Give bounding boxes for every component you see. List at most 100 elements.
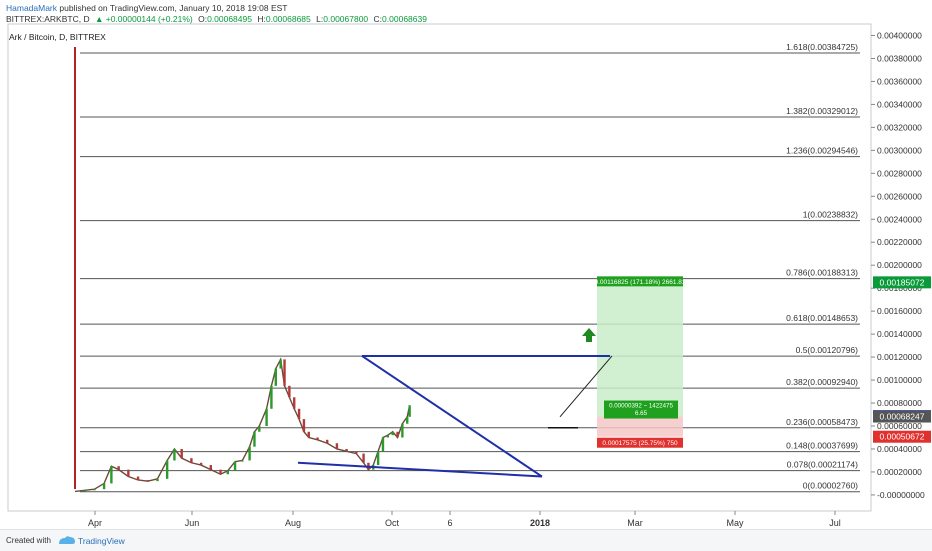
y-tick-label: 0.00200000 — [877, 260, 922, 270]
price-candle — [279, 359, 282, 369]
high-value: 0.00068685 — [265, 14, 311, 24]
price-candle — [219, 469, 222, 475]
change-label: ▲ +0.00000144 (+0.21%) — [94, 14, 193, 24]
y-tick-label: 0.00140000 — [877, 329, 922, 339]
x-tick-label: Mar — [627, 518, 643, 528]
close-label: C: — [373, 14, 383, 24]
target-label-box — [597, 276, 683, 287]
low-value: 0.00067800 — [323, 14, 369, 24]
price-marker-label: 0.00068247 — [880, 412, 925, 422]
y-tick-label: 0.00020000 — [877, 467, 922, 477]
y-tick-label: 0.00080000 — [877, 398, 922, 408]
fib-level-label: 1.382(0.00329012) — [786, 106, 858, 116]
author-link[interactable]: HamadaMark — [6, 3, 58, 13]
entry-label-1: 0.00000392 − 1422475 — [609, 403, 673, 410]
x-tick-label: Apr — [88, 518, 102, 528]
price-candle — [270, 385, 273, 409]
fib-level-label: 1(0.00238832) — [803, 210, 858, 220]
tradingview-logo-icon — [59, 536, 75, 544]
tradingview-brand[interactable]: TradingView — [78, 536, 125, 546]
price-candle — [326, 439, 329, 444]
fib-level-label: 0.236(0.00058473) — [786, 417, 858, 427]
price-candle — [293, 397, 296, 409]
y-tick-label: 0.00240000 — [877, 214, 922, 224]
price-candle — [127, 469, 130, 477]
price-candle — [307, 431, 310, 438]
price-candle — [345, 448, 348, 452]
y-tick-label: 0.00340000 — [877, 99, 922, 109]
price-candle — [391, 431, 394, 436]
price-candle — [316, 437, 319, 440]
footer: Created with TradingView — [0, 529, 932, 551]
y-tick-label: 0.00040000 — [877, 444, 922, 454]
price-candle — [102, 483, 106, 490]
price-candle — [408, 405, 411, 417]
price-candle — [93, 489, 96, 491]
profit-zone — [597, 282, 683, 417]
x-tick-label: Jun — [185, 518, 200, 528]
loss-zone — [597, 416, 683, 437]
price-marker-box — [873, 276, 931, 289]
price-candle — [362, 453, 365, 463]
triangle-diagonal-line — [361, 355, 543, 478]
fib-level-label: 0.148(0.00037699) — [786, 441, 858, 451]
y-tick-label: 0.00300000 — [877, 145, 922, 155]
fib-level-label: 0.618(0.00148653) — [786, 313, 858, 323]
symbol-label: BITTREX:ARKBTC, D — [6, 14, 90, 24]
price-candle — [173, 448, 176, 461]
price-candle — [226, 470, 229, 475]
open-label: O: — [198, 14, 208, 24]
low-label: L: — [316, 14, 324, 24]
price-candle — [283, 359, 286, 386]
y-tick-label: -0.00000000 — [877, 490, 925, 500]
stop-label: 0.00017575 (25.75%) 750 — [602, 440, 678, 447]
y-tick-label: 0.00380000 — [877, 53, 922, 63]
price-candle — [288, 385, 291, 398]
price-candle — [165, 460, 169, 479]
projection-line — [559, 355, 613, 418]
price-series-line — [74, 357, 411, 493]
price-candle — [233, 461, 237, 471]
price-marker-label: 0.00185072 — [880, 277, 925, 287]
plot-frame — [7, 23, 872, 512]
y-tick-label: 0.00100000 — [877, 375, 922, 385]
fib-level-label: 0.078(0.00021174) — [787, 460, 858, 470]
close-value: 0.00068639 — [382, 14, 427, 24]
stop-label-box — [597, 437, 683, 448]
price-candle — [156, 478, 159, 482]
fib-level-label: 1.618(0.00384725) — [786, 42, 858, 52]
high-label: H: — [257, 14, 266, 24]
price-candle — [241, 460, 244, 462]
price-candle — [396, 431, 399, 438]
y-tick-label: 0.00360000 — [877, 76, 922, 86]
price-candle — [335, 443, 339, 449]
y-tick-label: 0.00160000 — [877, 306, 922, 316]
price-candle — [146, 479, 149, 482]
price-candle — [199, 462, 203, 466]
ohlc-bar: BITTREX:ARKBTC, D ▲ +0.00000144 (+0.21%)… — [6, 14, 430, 24]
y-tick-label: 0.00060000 — [877, 421, 922, 431]
fib-level-label: 0.786(0.00188313) — [786, 268, 858, 278]
price-candle — [376, 451, 380, 466]
price-candle — [136, 476, 140, 480]
fib-level-label: 0.382(0.00092940) — [786, 377, 858, 387]
price-marker-label: 0.00050672 — [880, 432, 925, 442]
x-tick-label: May — [726, 518, 744, 528]
price-candle — [381, 437, 385, 452]
entry-label-2: 6.65 — [635, 410, 648, 417]
price-marker-box — [873, 410, 931, 423]
x-tick-label: Aug — [285, 518, 301, 528]
x-tick-label: Oct — [385, 518, 400, 528]
publish-info: HamadaMark published on TradingView.com,… — [6, 3, 287, 13]
created-with-text: Created with — [6, 536, 51, 545]
published-text: published on TradingView.com, January 10… — [59, 3, 288, 13]
price-candle — [258, 426, 261, 432]
price-chart[interactable]: 0.00400000 0.00380000 0.00360000 0.00340000… — [0, 0, 932, 529]
price-candle — [190, 458, 193, 463]
price-candle — [209, 465, 212, 470]
price-candle — [253, 431, 256, 447]
price-candle — [401, 423, 404, 438]
price-candle — [386, 435, 390, 438]
fib-level-label: 1.236(0.00294546) — [786, 146, 858, 156]
open-value: 0.00068495 — [207, 14, 252, 24]
